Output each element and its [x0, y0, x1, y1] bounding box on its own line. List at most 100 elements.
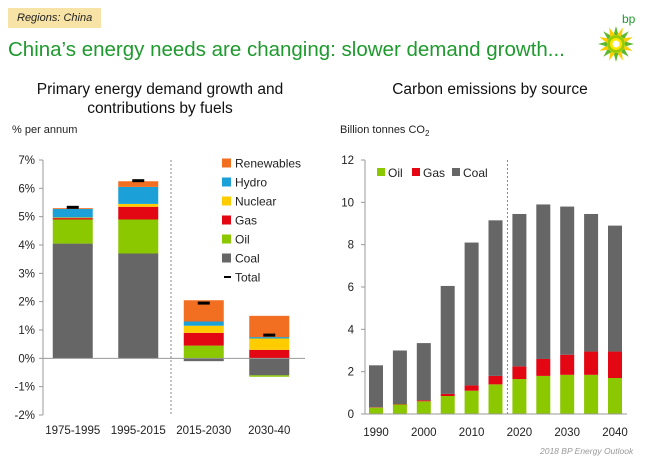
bar-gas	[560, 354, 575, 375]
legend-swatch-gas	[222, 215, 231, 225]
right-y-unit: Billion tonnes CO2	[340, 124, 429, 138]
bar-oil	[52, 219, 93, 244]
bar-gas	[118, 206, 159, 220]
bar-hydro	[52, 209, 93, 218]
right-y-tick-label: 12	[341, 155, 354, 167]
bar-gas	[584, 351, 599, 375]
bar-coal	[512, 213, 527, 367]
logo-ray	[613, 53, 619, 62]
bar-nuclear	[52, 217, 93, 219]
legend-label-total: Total	[235, 271, 260, 285]
left-y-tick-label: 7%	[18, 155, 35, 167]
logo-ray	[623, 37, 633, 43]
logo-ray	[617, 27, 623, 37]
bar-coal	[52, 243, 93, 359]
bar-coal	[118, 253, 159, 359]
bar-coal	[440, 285, 455, 394]
left-chart: -2% -1% 0% 1% 2% 3% 4% 5% 6% 7% 1975-1995 1995-2015…	[15, 155, 305, 437]
right-y-tick-label: 6	[348, 282, 354, 294]
legend-label-gas: Gas	[423, 166, 445, 180]
bar-gas	[440, 393, 455, 397]
bar-renewables	[118, 181, 159, 187]
right-y-tick-label: 8	[348, 240, 354, 252]
bar-gas	[608, 351, 622, 379]
bar-coal	[488, 220, 503, 376]
bar-oil	[369, 407, 383, 414]
bar-coal	[183, 358, 224, 362]
bar-coal	[608, 225, 622, 352]
logo-ray	[599, 45, 609, 51]
right-x-tick-label: 2030	[554, 427, 580, 439]
bar-coal	[392, 350, 407, 405]
bar-gas	[512, 366, 527, 380]
bar-oil	[608, 378, 622, 414]
left-y-tick-label: 0%	[18, 353, 35, 365]
left-x-tick-label: 1995-2015	[111, 425, 166, 437]
bar-oil	[560, 374, 575, 414]
bar-oil	[392, 404, 407, 414]
bar-gas	[52, 218, 93, 220]
legend-swatch-hydro	[222, 177, 231, 187]
right-y-tick-label: 4	[348, 324, 355, 336]
left-x-tick-label: 2015-2030	[176, 425, 231, 437]
bp-helios-logo-icon	[598, 26, 634, 62]
total-marker	[263, 333, 276, 337]
bar-coal	[584, 213, 599, 352]
bar-oil	[440, 396, 455, 414]
bar-gas	[249, 349, 290, 359]
bar-oil	[584, 374, 599, 414]
logo-ray	[613, 26, 619, 35]
bar-hydro	[183, 321, 224, 326]
bar-oil	[464, 390, 479, 414]
left-y-tick-label: 5%	[18, 212, 35, 224]
bar-oil	[118, 219, 159, 254]
right-chart: 0 2 4 6 8 10 12 1990 2000 2010 2020 2030 2040 Oil Gas C…	[341, 155, 628, 439]
legend-label-nuclear: Nuclear	[235, 195, 276, 209]
left-y-unit: % per annum	[12, 124, 78, 136]
right-y-tick-label: 2	[348, 367, 354, 379]
total-marker	[197, 301, 210, 305]
bar-renewables	[183, 300, 224, 322]
logo-ray	[617, 51, 623, 61]
right-y-unit-sub: 2	[425, 129, 430, 139]
bar-coal	[369, 365, 383, 408]
legend-label-coal: Coal	[463, 166, 488, 180]
legend-swatch-coal	[452, 168, 460, 176]
bar-nuclear	[183, 325, 224, 333]
right-y-tick-label: 0	[348, 409, 354, 421]
legend-swatch-renewables	[222, 158, 231, 168]
legend-label-renewables: Renewables	[235, 157, 301, 171]
region-tag: Regions: China	[8, 8, 102, 28]
bar-coal	[464, 242, 479, 386]
right-chart-title: Carbon emissions by source	[392, 81, 588, 98]
legend-label-gas: Gas	[235, 214, 257, 228]
right-x-tick-label: 2020	[507, 427, 533, 439]
left-chart-title: Primary energy demand growth and contrib…	[36, 81, 284, 117]
right-x-tick-label: 2010	[459, 427, 485, 439]
bar-renewables	[52, 208, 93, 210]
bar-oil	[488, 384, 503, 414]
logo-ray	[609, 27, 615, 37]
bar-oil	[183, 345, 224, 359]
bar-gas	[183, 332, 224, 346]
bar-coal	[249, 358, 290, 376]
right-y-tick-label: 10	[341, 197, 354, 209]
bar-coal	[560, 206, 575, 355]
left-x-tick-label: 1975-1995	[45, 425, 100, 437]
bar-gas	[488, 375, 503, 385]
legend-swatch-oil	[377, 168, 385, 176]
bar-renewables	[249, 315, 290, 338]
bar-gas	[416, 400, 431, 402]
left-y-tick-label: 6%	[18, 183, 35, 195]
page-title: China’s energy needs are changing: slowe…	[8, 38, 565, 61]
left-x-tick-label: 2030-40	[248, 425, 290, 437]
bar-nuclear	[249, 338, 290, 350]
logo-ray	[625, 41, 634, 47]
bar-nuclear	[118, 203, 159, 207]
bar-oil	[536, 375, 551, 414]
legend-swatch-nuclear	[222, 196, 231, 206]
logo-ray	[603, 48, 612, 57]
legend-swatch-oil	[222, 234, 231, 244]
bar-hydro	[118, 186, 159, 204]
right-x-tick-label: 2000	[411, 427, 437, 439]
